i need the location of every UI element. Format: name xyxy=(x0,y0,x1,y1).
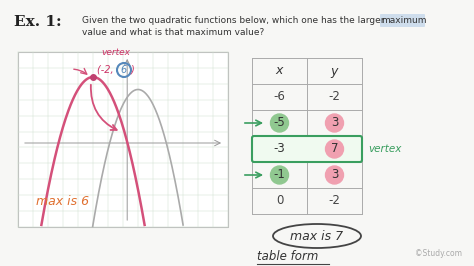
FancyBboxPatch shape xyxy=(18,52,228,227)
Text: ©Study.com: ©Study.com xyxy=(415,249,462,258)
Text: (-2,: (-2, xyxy=(97,65,117,75)
Text: -5: -5 xyxy=(273,117,285,130)
Text: 6: 6 xyxy=(121,65,127,75)
Text: -1: -1 xyxy=(273,168,285,181)
Circle shape xyxy=(271,114,289,132)
Circle shape xyxy=(326,114,344,132)
Text: -2: -2 xyxy=(328,90,340,103)
Text: max is 7: max is 7 xyxy=(291,230,344,243)
Text: vertex: vertex xyxy=(101,48,130,57)
Ellipse shape xyxy=(273,224,361,248)
Text: y: y xyxy=(331,64,338,77)
Text: 7: 7 xyxy=(331,143,338,156)
Circle shape xyxy=(271,166,289,184)
Text: maximum: maximum xyxy=(381,16,427,25)
Text: value and what is that maximum value?: value and what is that maximum value? xyxy=(82,28,264,37)
Text: Given the two quadratic functions below, which one has the larger: Given the two quadratic functions below,… xyxy=(82,16,387,25)
Text: table form: table form xyxy=(257,250,319,263)
Text: max is 6: max is 6 xyxy=(36,195,89,208)
Text: 3: 3 xyxy=(331,168,338,181)
Text: -3: -3 xyxy=(273,143,285,156)
Circle shape xyxy=(326,140,344,158)
FancyBboxPatch shape xyxy=(380,14,425,27)
Text: -2: -2 xyxy=(328,194,340,207)
Text: -6: -6 xyxy=(273,90,285,103)
Text: vertex: vertex xyxy=(368,144,401,154)
Text: 0: 0 xyxy=(276,194,283,207)
Text: 3: 3 xyxy=(331,117,338,130)
Text: Ex. 1:: Ex. 1: xyxy=(14,15,62,29)
Circle shape xyxy=(326,166,344,184)
Text: ): ) xyxy=(131,65,135,75)
FancyBboxPatch shape xyxy=(252,136,362,162)
Text: x: x xyxy=(276,64,283,77)
